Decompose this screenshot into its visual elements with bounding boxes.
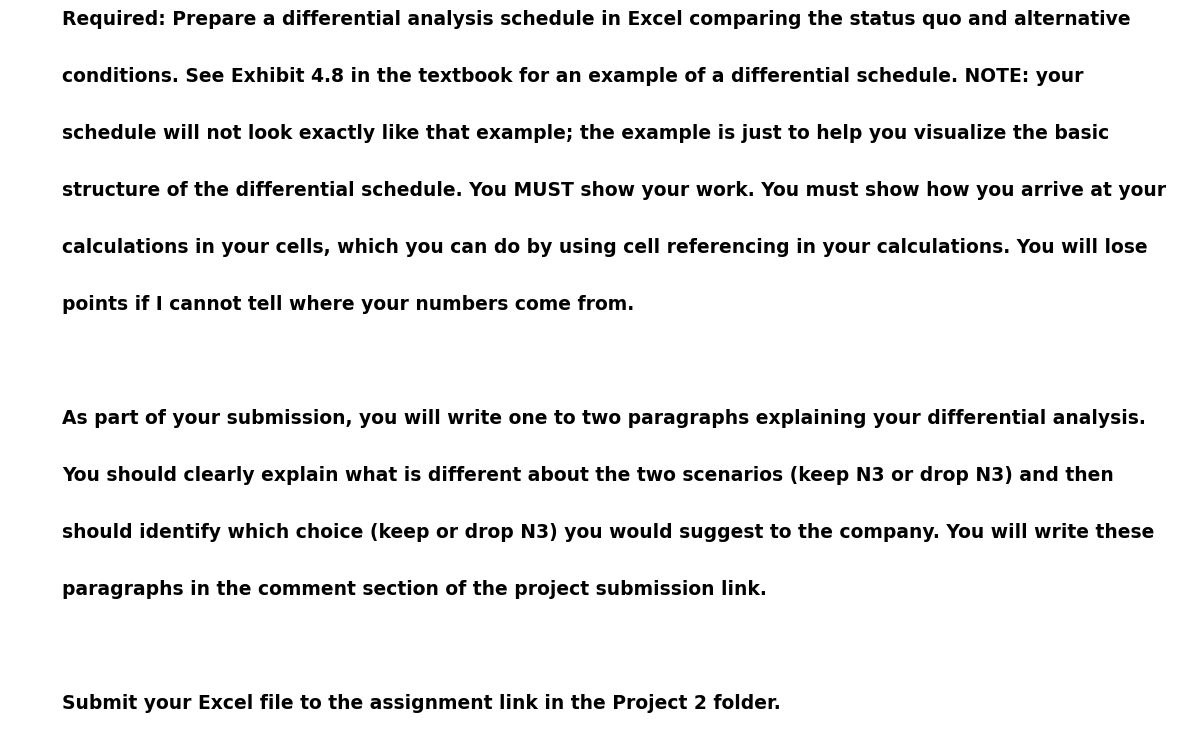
Text: Required: Prepare a differential analysis schedule in Excel comparing the status: Required: Prepare a differential analysi… xyxy=(62,10,1131,29)
Text: structure of the differential schedule. You MUST show your work. You must show h: structure of the differential schedule. … xyxy=(62,181,1166,200)
Text: schedule will not look exactly like that example; the example is just to help yo: schedule will not look exactly like that… xyxy=(62,124,1109,143)
Text: should identify which choice (keep or drop N3) you would suggest to the company.: should identify which choice (keep or dr… xyxy=(62,523,1155,542)
Text: calculations in your cells, which you can do by using cell referencing in your c: calculations in your cells, which you ca… xyxy=(62,238,1148,257)
Text: Submit your Excel file to the assignment link in the Project 2 folder.: Submit your Excel file to the assignment… xyxy=(62,694,781,713)
Text: You should clearly explain what is different about the two scenarios (keep N3 or: You should clearly explain what is diffe… xyxy=(62,466,1113,485)
Text: conditions. See Exhibit 4.8 in the textbook for an example of a differential sch: conditions. See Exhibit 4.8 in the textb… xyxy=(62,67,1084,86)
Text: points if I cannot tell where your numbers come from.: points if I cannot tell where your numbe… xyxy=(62,295,634,314)
Text: As part of your submission, you will write one to two paragraphs explaining your: As part of your submission, you will wri… xyxy=(62,409,1145,428)
Text: paragraphs in the comment section of the project submission link.: paragraphs in the comment section of the… xyxy=(62,580,767,599)
